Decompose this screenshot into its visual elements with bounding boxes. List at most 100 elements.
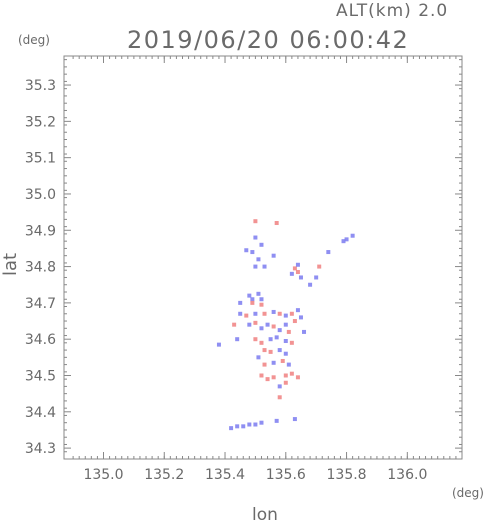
data-point-negative	[344, 237, 349, 242]
data-point-negative	[271, 253, 276, 258]
data-point-negative	[298, 275, 303, 280]
data-point-negative	[302, 329, 307, 334]
y-tick-label: 34.6	[25, 332, 56, 348]
data-point-negative	[271, 360, 276, 365]
data-point-negative	[277, 348, 282, 353]
data-point-negative	[259, 326, 264, 331]
data-point-positive	[292, 266, 297, 271]
data-point-negative	[216, 342, 221, 347]
data-point-positive	[317, 264, 322, 269]
data-point-negative	[314, 275, 319, 280]
data-point-positive	[274, 221, 279, 226]
x-tick-label: 135.2	[144, 467, 184, 483]
data-point-negative	[250, 297, 255, 302]
data-point-positive	[262, 348, 267, 353]
data-point-positive	[253, 219, 258, 224]
data-point-negative	[298, 315, 303, 320]
data-point-negative	[256, 355, 261, 360]
x-tick-label: 136.0	[387, 467, 427, 483]
data-point-positive	[259, 302, 264, 307]
x-axis-label: lon	[252, 505, 278, 525]
data-point-negative	[283, 351, 288, 356]
data-point-positive	[283, 380, 288, 385]
data-point-negative	[283, 313, 288, 318]
data-point-negative	[262, 264, 267, 269]
y-tick-label: 34.4	[25, 405, 56, 421]
data-point-negative	[277, 384, 282, 389]
y-tick-label: 34.7	[25, 296, 56, 312]
x-unit-label: (deg)	[452, 486, 484, 500]
data-point-positive	[232, 322, 237, 327]
data-point-positive	[286, 329, 291, 334]
data-point-negative	[250, 250, 255, 255]
data-point-negative	[244, 248, 249, 253]
data-point-negative	[247, 293, 252, 298]
x-tick-label: 135.0	[83, 467, 123, 483]
y-tick-label: 35.2	[25, 114, 56, 130]
data-point-positive	[262, 362, 267, 367]
y-tick-label: 34.8	[25, 260, 56, 276]
data-point-negative	[256, 257, 261, 262]
data-point-positive	[244, 313, 249, 318]
data-point-positive	[283, 373, 288, 378]
plot-frame	[63, 55, 463, 460]
data-point-positive	[292, 319, 297, 324]
data-point-negative	[235, 337, 240, 342]
data-point-negative	[259, 420, 264, 425]
data-point-negative	[326, 250, 331, 255]
data-point-positive	[250, 300, 255, 305]
data-point-positive	[289, 311, 294, 316]
x-tick-label: 135.6	[266, 467, 306, 483]
data-point-negative	[295, 308, 300, 313]
data-point-negative	[256, 291, 261, 296]
data-point-positive	[289, 371, 294, 376]
y-tick-label: 35.1	[25, 151, 56, 167]
x-tick-label: 135.8	[327, 467, 367, 483]
data-point-positive	[253, 320, 258, 325]
data-point-positive	[271, 375, 276, 380]
data-point-negative	[289, 271, 294, 276]
timestamp-title: 2019/06/20 06:00:42	[127, 26, 410, 54]
data-point-negative	[274, 418, 279, 423]
data-point-negative	[271, 309, 276, 314]
data-point-negative	[268, 337, 273, 342]
data-point-negative	[235, 424, 240, 429]
data-point-negative	[241, 424, 246, 429]
data-point-negative	[286, 362, 291, 367]
data-point-negative	[283, 339, 288, 344]
data-point-negative	[259, 297, 264, 302]
data-points	[216, 219, 355, 431]
data-point-negative	[292, 417, 297, 422]
y-tick-label: 34.5	[25, 368, 56, 384]
data-point-positive	[265, 377, 270, 382]
data-point-negative	[238, 300, 243, 305]
data-point-negative	[350, 233, 355, 238]
data-point-positive	[271, 324, 276, 329]
y-tick-label: 34.3	[25, 441, 56, 457]
data-point-positive	[295, 270, 300, 275]
data-point-negative	[229, 426, 234, 431]
data-point-positive	[277, 311, 282, 316]
y-unit-label: (deg)	[18, 33, 50, 47]
data-point-positive	[259, 340, 264, 345]
data-point-negative	[283, 322, 288, 327]
data-point-negative	[253, 422, 258, 427]
data-point-positive	[253, 337, 258, 342]
data-point-negative	[274, 335, 279, 340]
y-tick-label: 34.9	[25, 223, 56, 239]
data-point-negative	[247, 322, 252, 327]
data-point-negative	[247, 422, 252, 427]
y-tick-label: 35.3	[25, 78, 56, 94]
data-point-negative	[265, 322, 270, 327]
data-point-negative	[238, 311, 243, 316]
y-tick-label: 35.0	[25, 187, 56, 203]
x-tick-label: 135.4	[205, 467, 245, 483]
data-point-positive	[259, 373, 264, 378]
data-point-positive	[277, 395, 282, 400]
data-point-negative	[253, 311, 258, 316]
data-point-negative	[277, 328, 282, 333]
data-point-negative	[259, 242, 264, 247]
data-point-negative	[253, 264, 258, 269]
data-point-negative	[253, 235, 258, 240]
